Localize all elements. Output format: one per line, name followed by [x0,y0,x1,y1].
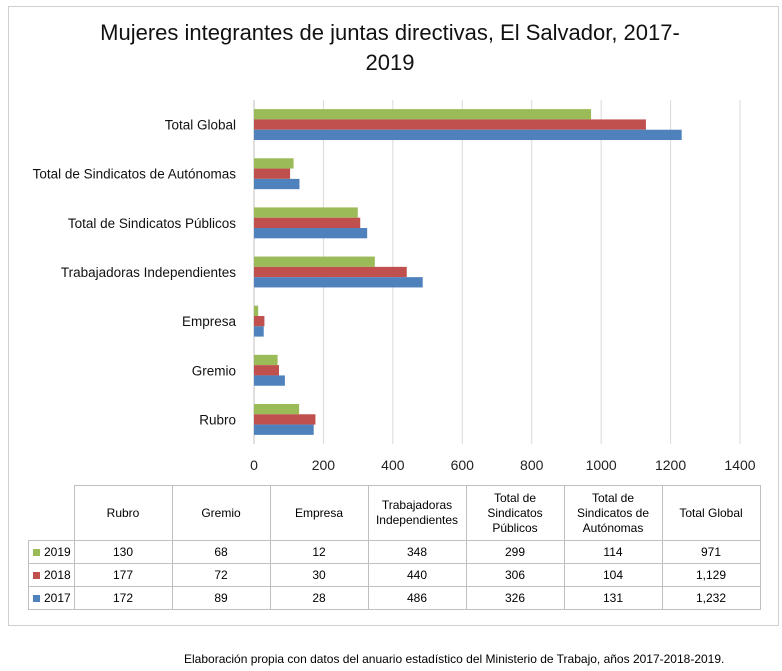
table-cell: 72 [171,563,271,587]
column-header-line: Empresa [294,505,344,520]
column-header-line: Sindicatos [487,505,543,520]
bar-2018 [254,119,646,130]
table-cell: 114 [563,540,663,564]
x-tick-label: 800 [520,457,544,473]
legend-swatch [33,549,40,557]
table-cell: 68 [171,540,271,564]
column-header-line: Total Global [679,505,743,520]
bar-2018 [254,315,265,327]
table-cell: 326 [465,586,565,610]
table-cell: 177 [73,563,173,587]
column-header: Total de Sindicatos de Autónomas [563,485,663,541]
category-label: Total de Sindicatos Públicos [68,216,236,231]
data-table: Rubro Gremio Empresa Trabajadoras Independie… [28,485,761,610]
column-header-line: Independientes [375,513,459,527]
bar-chart: 0 200 400 600 800 1000 1200 1400 Rubro Gremio Empr… [33,100,756,473]
x-tick-label: 400 [381,457,405,473]
bar-2018 [254,414,316,425]
bar-2019 [254,305,259,316]
x-tick-label: 1400 [724,457,755,473]
table-row: 2019 130 68 12 348 299 114 971 [28,540,761,564]
bar-2019 [254,256,375,267]
column-header: Total Global [661,485,761,541]
x-tick-label: 1000 [586,457,617,473]
bar-2017 [254,277,423,288]
bar-2018 [254,217,361,229]
bar-2019 [254,158,294,169]
table-cell: 299 [465,540,565,564]
legend-label: 2019 [44,545,71,559]
column-header: Trabajadoras Independientes [367,485,467,541]
category-label: Total Global [165,118,236,133]
category-label: Total de Sindicatos de Autónomas [33,167,237,182]
bar-2017 [254,228,368,239]
table-cell: 172 [73,586,173,610]
category-label: Gremio [192,363,236,378]
x-tick-label: 1200 [655,457,686,473]
bar-2019 [254,109,592,120]
chart-title-line-2: 2019 [365,50,415,75]
column-header-line: Trabajadoras [381,498,453,512]
table-cell: 486 [367,586,467,610]
column-header-line: Sindicatos de [576,505,650,520]
column-header: Empresa [269,485,369,541]
table-cell: 30 [269,563,369,587]
legend-label: 2018 [44,568,71,582]
table-row: 2017 172 89 28 486 326 131 1,232 [28,586,761,610]
legend-label: 2017 [44,591,71,605]
x-tick-label: 0 [250,457,258,473]
table-cell: 348 [367,540,467,564]
table-cell: 440 [367,563,467,587]
chart-title: Mujeres integrantes de juntas directivas… [40,18,740,78]
bar-2019 [254,354,278,366]
category-label: Empresa [182,314,237,329]
x-tick-label: 200 [312,457,336,473]
column-header-line: Total de [493,490,537,505]
table-cell: 104 [563,563,663,587]
legend-entry: 2018 [28,563,75,587]
table-cell: 306 [465,563,565,587]
table-cell: 971 [661,540,761,564]
table-cell: 130 [73,540,173,564]
column-header-line: Gremio [201,505,241,520]
table-cell: 1,232 [661,586,761,610]
bar-2018 [254,168,291,179]
source-caption: Elaboración propia con datos del anuario… [184,652,725,666]
legend-entry: 2017 [28,586,75,610]
table-cell: 89 [171,586,271,610]
column-header-line: Autónomas [582,520,644,535]
column-header-line: Públicos [492,520,538,535]
column-header: Rubro [73,485,173,541]
column-header-line: Rubro [106,505,140,520]
column-header-line: Total de [591,490,635,505]
table-cell: 1,129 [661,563,761,587]
legend-swatch [33,595,40,603]
chart-title-line-1: Mujeres integrantes de juntas directivas… [100,20,680,45]
x-tick-label: 600 [451,457,475,473]
bar-2017 [254,326,264,337]
table-cell: 12 [269,540,369,564]
table-row: 2018 177 72 30 440 306 104 1,129 [28,563,761,587]
table-corner-cell [28,485,75,541]
table-header-row: Rubro Gremio Empresa Trabajadoras Independie… [28,485,761,541]
legend-swatch [33,572,40,580]
bar-2017 [254,178,300,190]
column-header: Total de Sindicatos Públicos [465,485,565,541]
bar-2018 [254,266,407,278]
legend-entry: 2019 [28,540,75,564]
category-label: Trabajadoras Independientes [61,265,236,280]
bar-2017 [254,129,682,141]
bar-2017 [254,424,314,435]
table-cell: 28 [269,586,369,610]
bar-2019 [254,207,358,218]
column-header: Gremio [171,485,271,541]
category-label: Rubro [199,412,236,427]
bar-2018 [254,365,279,376]
bar-2019 [254,403,300,415]
bar-2017 [254,375,285,386]
table-cell: 131 [563,586,663,610]
